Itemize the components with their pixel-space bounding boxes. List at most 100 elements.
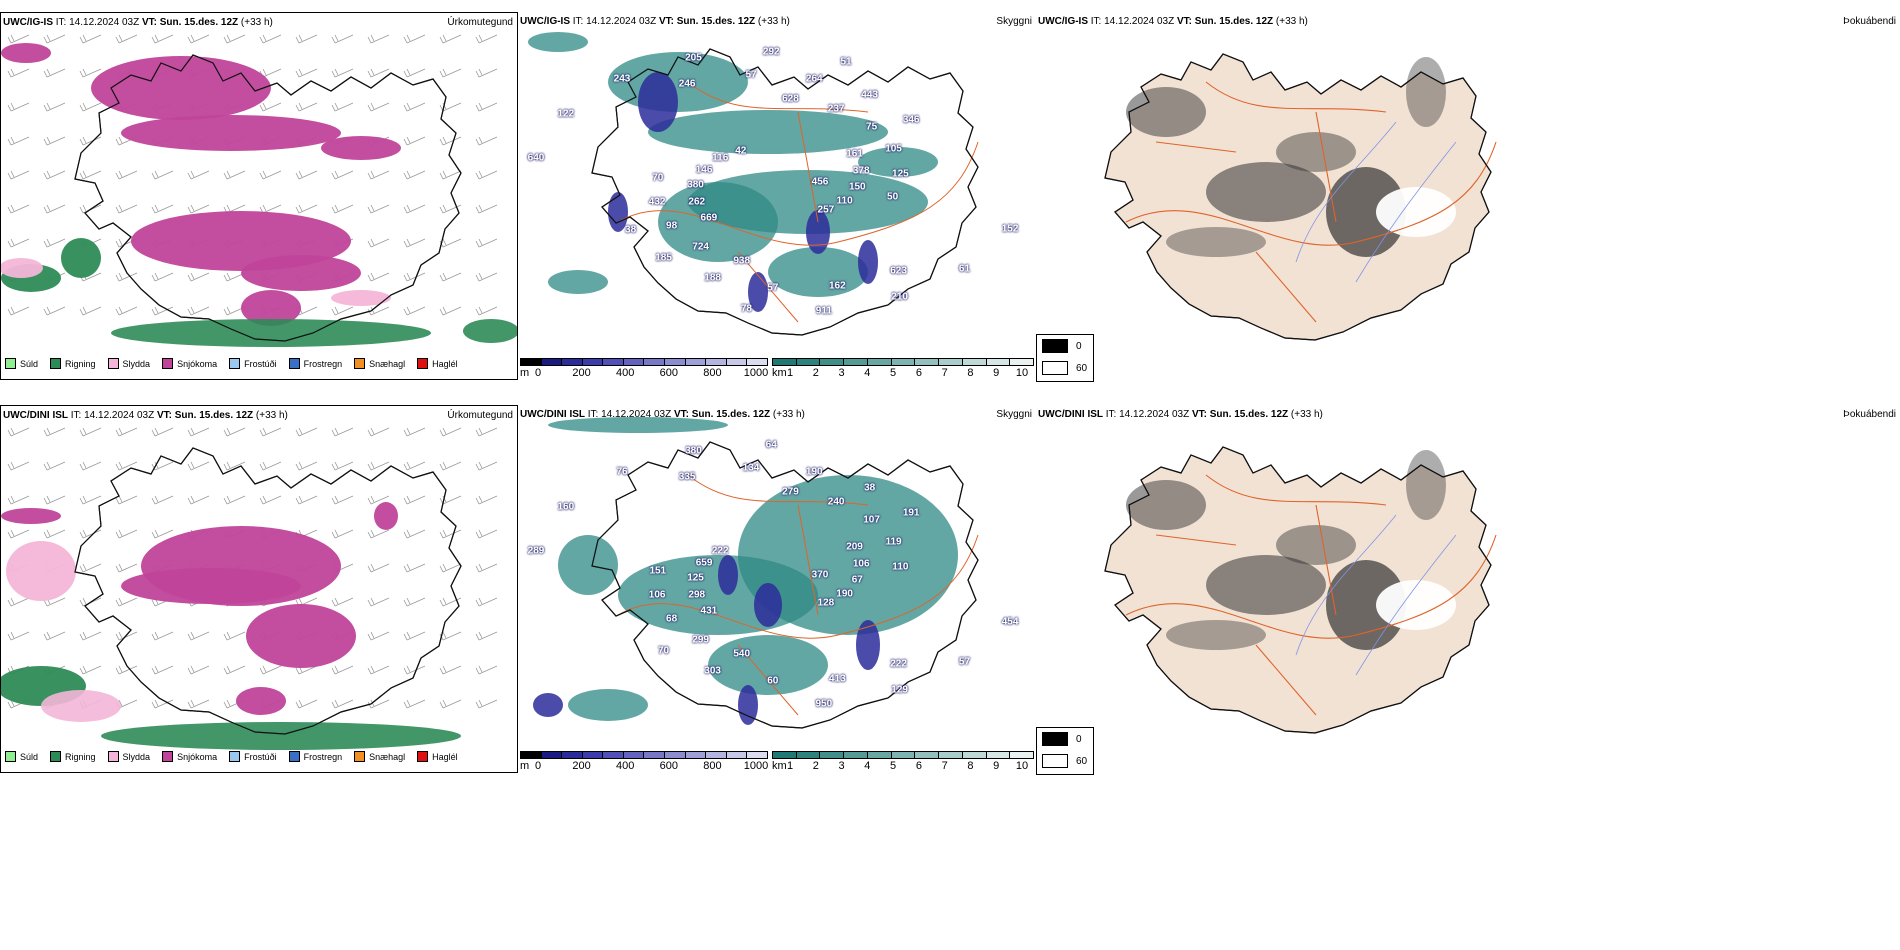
cloud-base-colorbar: 0 200 400 600 800 1000 m — [520, 751, 768, 773]
panel-title: Úrkomutegund — [447, 410, 513, 421]
cloud-base-label: 380 — [685, 445, 702, 457]
colorbar-tick: 1 — [786, 760, 794, 772]
fog-intensity-area — [1406, 450, 1446, 520]
valid-time-label: VT: — [1176, 16, 1192, 27]
colorbar-ticks: 0 200 400 600 800 1000 — [520, 759, 768, 773]
fog-key-value: 0 — [1076, 733, 1082, 745]
cloud-base-label: 151 — [649, 565, 667, 577]
fog-intensity-area — [1126, 480, 1206, 530]
colorbar-cell — [820, 359, 845, 365]
legend-label: Frostregn — [303, 358, 343, 369]
cloud-base-label: 246 — [678, 78, 696, 90]
low-visibility-area — [708, 635, 828, 695]
colorbar-cell — [582, 359, 604, 365]
cloud-base-label: 134 — [742, 462, 760, 474]
colorbar-tick: 400 — [616, 367, 635, 379]
legend-label: Haglél — [432, 358, 458, 369]
low-visibility-area — [648, 110, 888, 154]
model-name: UWC/IG-IS — [520, 16, 570, 27]
legend-item: Snæhagl — [354, 358, 405, 369]
cloud-base-label: 116 — [712, 152, 729, 164]
issue-time-label: IT: — [572, 16, 584, 27]
legend-swatch — [417, 751, 429, 762]
legend-item: Súld — [5, 358, 38, 369]
cloud-base-label: 443 — [861, 89, 878, 101]
fog-intensity-area — [1406, 57, 1446, 127]
cloud-base-label: 623 — [890, 265, 907, 277]
fog-map — [1104, 53, 1497, 341]
roads — [1125, 81, 1497, 323]
panel-header: UWC/IG-IS IT: 14.12.2024 03Z VT: Sun. 15… — [520, 16, 790, 27]
cloud-base-label: 628 — [782, 93, 799, 105]
cloud-base-label: 185 — [655, 252, 672, 264]
issue-time-value: 14.12.2024 03Z — [1104, 16, 1175, 27]
cloud-base-label: 50 — [887, 191, 899, 203]
colorbar-tick: 2 — [812, 760, 819, 772]
cloud-base-label: 119 — [885, 536, 902, 548]
colorbar-strip — [772, 751, 1034, 759]
legend-label: Snjókoma — [177, 751, 218, 762]
colorbar-tick: 6 — [915, 760, 922, 772]
cloud-base-label: 190 — [836, 588, 853, 600]
valid-time-label: VT: — [673, 409, 689, 420]
colorbar-cell — [962, 752, 987, 758]
legend-swatch — [354, 358, 366, 369]
cloud-base-label: 78 — [740, 303, 752, 315]
colorbar-tick: 8 — [967, 760, 974, 772]
low-cloud-area — [608, 192, 628, 232]
colorbar-tick: 9 — [993, 367, 1000, 379]
legend-label: Frostúði — [244, 751, 277, 762]
low-cloud-area — [754, 583, 782, 627]
fog-intensity-area — [1206, 555, 1326, 615]
legend-item: Slydda — [107, 751, 150, 762]
snow-area — [246, 604, 356, 668]
issue-time-label: IT: — [1105, 409, 1117, 420]
cloud-base-label: 299 — [692, 634, 709, 646]
colorbar-tick: 4 — [864, 760, 871, 772]
cloud-base-label: 262 — [688, 196, 706, 208]
sleet-area — [331, 290, 391, 306]
legend-item: Snjókoma — [162, 358, 217, 369]
fog-key-row: 0 — [1042, 732, 1082, 746]
panel-title: Skyggni — [996, 409, 1032, 420]
valid-time-value: Sun. 15.des. 12Z — [1194, 16, 1274, 27]
cloud-base-label: 146 — [695, 164, 713, 176]
panel-header: UWC/IG-IS IT: 14.12.2024 03Z VT: Sun. 15… — [3, 17, 273, 28]
legend-swatch — [50, 358, 62, 369]
colorbar-cell — [521, 752, 542, 758]
colorbar-strip — [520, 358, 768, 366]
colorbar-cell — [603, 359, 624, 365]
valid-time-label: VT: — [156, 410, 172, 421]
model-name: UWC/IG-IS — [3, 17, 53, 28]
colorbar-cell — [541, 752, 563, 758]
colorbar-cell — [867, 359, 892, 365]
colorbar-cell — [665, 752, 686, 758]
colorbar-tick: 3 — [838, 367, 845, 379]
rain-area — [101, 722, 461, 750]
legend-label: Rigning — [65, 358, 96, 369]
cloud-base-label: 57 — [745, 69, 757, 81]
colorbar-tick: 4 — [864, 367, 871, 379]
cloud-base-label: 659 — [695, 557, 713, 569]
cloud-base-label: 125 — [687, 572, 704, 584]
no-fog-area — [1376, 187, 1456, 237]
panel-title: Úrkomutegund — [447, 17, 513, 28]
snow-area — [241, 255, 361, 291]
fog-key-value: 0 — [1076, 340, 1082, 352]
colorbar-tick: 200 — [572, 760, 591, 772]
cloud-base-label: 128 — [817, 597, 835, 609]
colorbar-tick: 6 — [915, 367, 922, 379]
legend-item: Frostúði — [229, 358, 277, 369]
lead-time: (+33 h) — [255, 410, 288, 421]
colorbar-tick: 1 — [786, 367, 794, 379]
cloud-base-label: 61 — [958, 263, 971, 275]
colorbar-tick: 400 — [616, 760, 635, 772]
legend-label: Súld — [20, 358, 39, 369]
cloud-base-label: 640 — [527, 152, 545, 164]
snow-area — [1, 508, 61, 524]
precip-legend: Súld Rigning Slydda Snjókoma Frostúði Frostre… — [5, 751, 458, 762]
snow-area — [1, 43, 51, 63]
colorbar-cell — [603, 752, 624, 758]
valid-time-value: Sun. 15.des. 12Z — [159, 17, 239, 28]
model-name: UWC/IG-IS — [1038, 16, 1088, 27]
